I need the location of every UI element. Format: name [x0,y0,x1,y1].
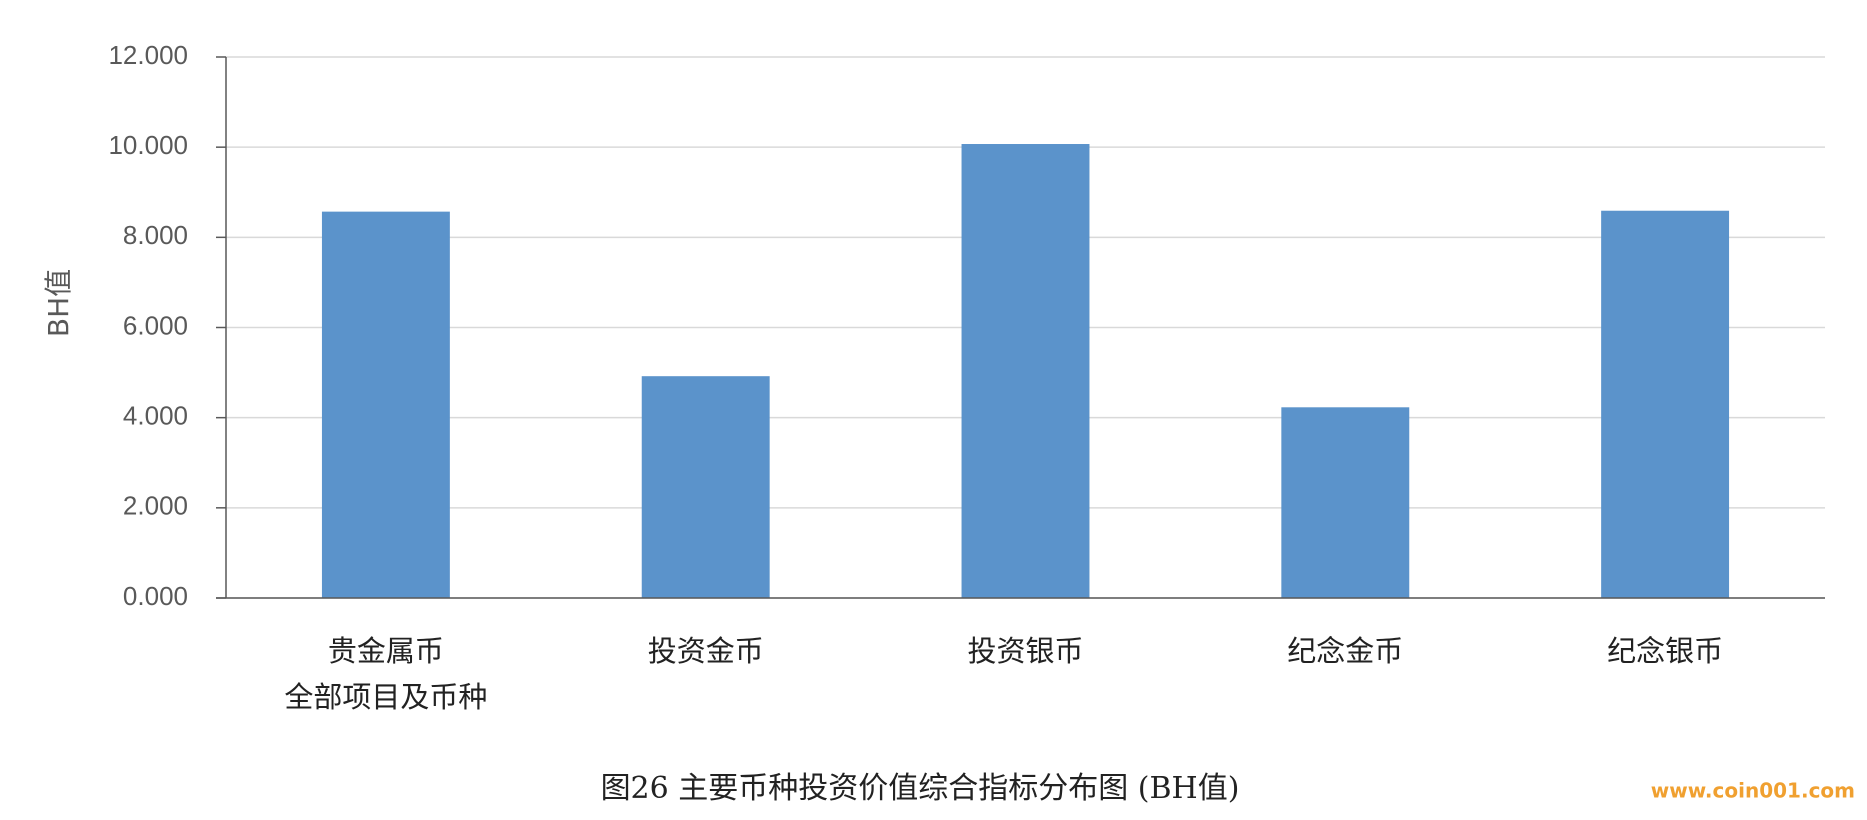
caption: 图26 主要币种投资价值综合指标分布图 (BH值) [601,771,1240,806]
y-tick-label: 10.000 [108,130,188,160]
watermark: www.coin001.com [1651,779,1855,803]
bar [641,376,770,598]
y-tick-label: 6.000 [123,310,188,340]
bar [961,144,1090,598]
x-tick-label: 贵金属币全部项目及币种 [284,634,487,714]
x-tick-label: 投资金币 [648,634,764,668]
y-tick-label: 4.000 [123,401,188,431]
x-tick-label: 纪念金币 [1287,634,1403,668]
y-tick-label: 12.000 [108,40,188,70]
y-tick-label: 0.000 [123,581,188,611]
y-tick-label: 2.000 [123,491,188,521]
y-axis-label: BH值 [42,269,75,337]
bar [1601,210,1730,598]
bar [321,211,450,598]
x-tick-label: 纪念银币 [1607,634,1723,668]
y-tick-label: 8.000 [123,220,188,250]
bar [1281,407,1410,598]
x-tick-label: 投资银币 [967,634,1083,668]
